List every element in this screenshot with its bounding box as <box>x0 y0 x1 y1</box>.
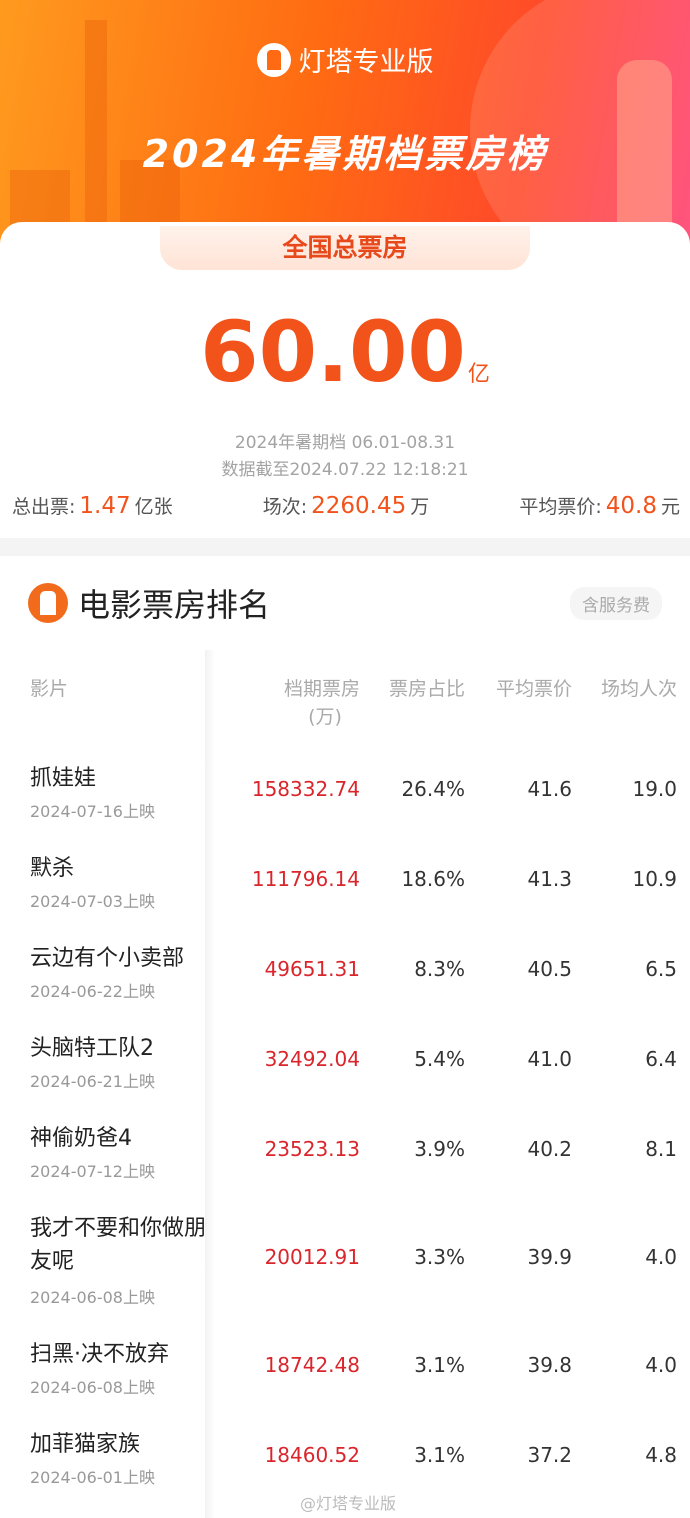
summary-stats: 总出票: 1.47 亿张 场次: 2260.45 万 平均票价: 40.8 元 <box>12 492 680 519</box>
box-office-value: 20012.91 <box>264 1245 360 1269</box>
film-name[interactable]: 头脑特工队2 <box>30 1036 154 1061</box>
film-name[interactable]: 默杀 <box>30 856 75 881</box>
release-date: 2024-06-08上映 <box>30 1378 155 1397</box>
lighthouse-logo-icon <box>28 583 68 623</box>
avg-attendance-value: 19.0 <box>632 777 677 801</box>
film-name[interactable]: 神偷奶爸4 <box>30 1126 132 1151</box>
release-date: 2024-06-01上映 <box>30 1468 155 1487</box>
release-date: 2024-06-08上映 <box>30 1288 155 1307</box>
release-date: 2024-06-21上映 <box>30 1072 155 1091</box>
release-date: 2024-07-03上映 <box>30 892 155 911</box>
box-office-value: 23523.13 <box>264 1137 360 1161</box>
column-header-avg-attendance[interactable]: 场均人次 <box>600 678 677 700</box>
avg-price-value: 40.5 <box>527 957 572 981</box>
avg-attendance-value: 6.5 <box>645 957 677 981</box>
watermark: @灯塔专业版 <box>300 1494 397 1513</box>
avg-attendance-value: 8.1 <box>645 1137 677 1161</box>
avg-attendance-value: 4.0 <box>645 1353 677 1377</box>
page-title: 2024年暑期档票房榜 <box>142 132 548 176</box>
box-office-value: 49651.31 <box>264 957 360 981</box>
share-value: 26.4% <box>401 777 465 801</box>
box-office-value: 18742.48 <box>264 1353 360 1377</box>
total-box-office: 60.00亿 <box>0 302 690 425</box>
service-fee-badge: 含服务费 <box>570 587 662 620</box>
period-text: 2024年暑期档 06.01-08.31 <box>234 433 456 453</box>
avg-price-value: 37.2 <box>527 1443 572 1467</box>
share-value: 5.4% <box>414 1047 465 1071</box>
tab-national-box-office[interactable]: 全国总票房 <box>160 226 530 270</box>
share-value: 3.1% <box>414 1443 465 1467</box>
box-office-value: 158332.74 <box>251 777 360 801</box>
column-header-share[interactable]: 票房占比 <box>388 678 465 700</box>
column-divider <box>205 650 215 1518</box>
share-value: 18.6% <box>401 867 465 891</box>
stat-tickets: 总出票: 1.47 亿张 <box>12 493 173 519</box>
share-value: 8.3% <box>414 957 465 981</box>
film-name[interactable]: 云边有个小卖部 <box>30 946 185 971</box>
box-office-value: 18460.52 <box>264 1443 360 1467</box>
release-date: 2024-07-16上映 <box>30 802 155 821</box>
total-value: 60.00 <box>200 303 466 401</box>
box-office-value: 111796.14 <box>251 867 360 891</box>
total-unit: 亿 <box>467 362 490 387</box>
avg-price-value: 41.3 <box>527 867 572 891</box>
skyline-decoration <box>85 20 107 270</box>
release-date: 2024-06-22上映 <box>30 982 155 1001</box>
divider <box>0 538 690 556</box>
avg-attendance-value: 4.8 <box>645 1443 677 1467</box>
film-name[interactable]: 加菲猫家族 <box>30 1432 141 1457</box>
avg-attendance-value: 10.9 <box>632 867 677 891</box>
release-date: 2024-07-12上映 <box>30 1162 155 1181</box>
avg-price-value: 41.6 <box>527 777 572 801</box>
avg-price-value: 39.9 <box>527 1245 572 1269</box>
stat-avg-price: 平均票价: 40.8 元 <box>519 493 680 519</box>
section-header: 电影票房排名 <box>28 580 270 626</box>
film-name[interactable]: 扫黑·决不放弃 <box>30 1342 169 1367</box>
share-value: 3.9% <box>414 1137 465 1161</box>
updated-text: 数据截至2024.07.22 12:18:21 <box>221 460 469 480</box>
brand: 灯塔专业版 <box>0 40 690 79</box>
share-value: 3.3% <box>414 1245 465 1269</box>
box-office-value: 32492.04 <box>264 1047 360 1071</box>
brand-name: 灯塔专业版 <box>298 47 434 78</box>
column-header-avg-price[interactable]: 平均票价 <box>495 678 572 700</box>
column-header-film[interactable]: 影片 <box>30 678 69 700</box>
film-name[interactable]: 抓娃娃 <box>30 766 97 791</box>
summary-card: 全国总票房 <box>0 222 690 542</box>
stat-shows: 场次: 2260.45 万 <box>262 493 430 519</box>
avg-attendance-value: 6.4 <box>645 1047 677 1071</box>
avg-price-value: 39.8 <box>527 1353 572 1377</box>
film-name[interactable]: 我才不要和你做朋友呢 <box>30 1216 207 1274</box>
section-title: 电影票房排名 <box>78 586 271 624</box>
avg-attendance-value: 4.0 <box>645 1245 677 1269</box>
lighthouse-logo-icon <box>256 42 291 77</box>
share-value: 3.1% <box>414 1353 465 1377</box>
avg-price-value: 41.0 <box>527 1047 572 1071</box>
column-header-box-office[interactable]: 档期票房 <box>283 678 360 700</box>
column-header-unit: (万) <box>308 706 342 728</box>
avg-price-value: 40.2 <box>527 1137 572 1161</box>
